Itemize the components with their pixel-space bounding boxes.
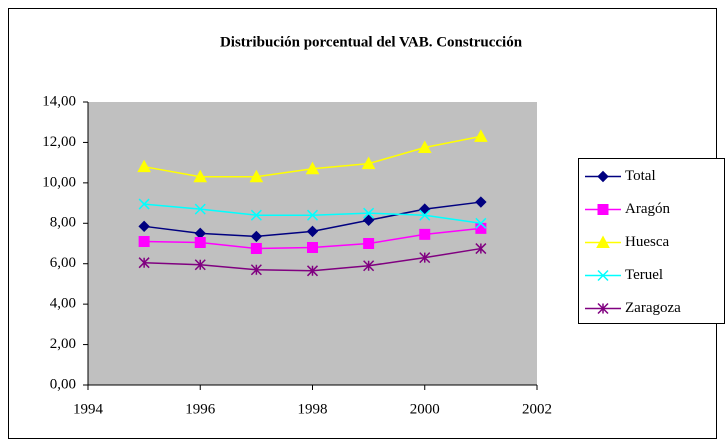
- y-tick-label: 6,00: [50, 255, 76, 271]
- y-tick-label: 4,00: [50, 296, 76, 312]
- legend-marker: [597, 170, 609, 183]
- data-point: [475, 222, 487, 234]
- data-point: [307, 242, 318, 254]
- data-point: [306, 225, 319, 238]
- data-point: [362, 214, 375, 226]
- x-tick-label: 1994: [73, 401, 104, 417]
- legend-marker: [597, 204, 609, 215]
- x-tick-label: 2000: [410, 401, 440, 417]
- legend-marker: [597, 302, 609, 315]
- data-point: [417, 140, 432, 153]
- data-point: [193, 169, 208, 183]
- data-point: [306, 265, 319, 277]
- y-tick-label: 2,00: [50, 336, 76, 352]
- data-point: [419, 228, 431, 240]
- x-tick-label: 1996: [185, 401, 216, 417]
- data-point: [194, 259, 206, 271]
- legend-label: Total: [625, 168, 656, 184]
- data-point: [194, 236, 206, 248]
- data-point: [363, 207, 375, 219]
- data-point: [363, 260, 375, 272]
- legend-label: Huesca: [625, 234, 669, 250]
- data-point: [250, 209, 262, 221]
- data-point: [249, 169, 264, 183]
- data-point: [419, 252, 431, 264]
- x-tick-label: 1998: [298, 401, 328, 417]
- x-tick-label: 2002: [522, 401, 552, 417]
- data-point: [194, 203, 206, 215]
- data-point: [137, 159, 151, 173]
- y-tick-label: 14,00: [42, 93, 76, 109]
- y-tick-label: 0,00: [50, 376, 76, 392]
- data-point: [475, 196, 487, 208]
- data-point: [138, 235, 150, 247]
- y-tick-label: 10,00: [42, 174, 76, 190]
- legend-label: Aragón: [625, 201, 670, 217]
- data-point: [419, 203, 431, 215]
- data-point: [361, 156, 376, 170]
- y-tick-label: 8,00: [50, 215, 76, 231]
- legend-marker: [596, 235, 610, 248]
- legend-label: Teruel: [625, 267, 663, 283]
- data-point: [138, 198, 150, 210]
- legend-label: Zaragoza: [625, 300, 681, 316]
- chart-title: Distribución porcentual del VAB. Constru…: [220, 34, 523, 50]
- data-point: [305, 161, 320, 175]
- legend-marker: [597, 269, 609, 282]
- data-point: [475, 217, 487, 229]
- data-point: [138, 257, 150, 269]
- data-point: [250, 243, 262, 255]
- data-point: [474, 129, 488, 142]
- y-tick-label: 12,00: [42, 134, 76, 150]
- data-point: [250, 230, 263, 243]
- data-point: [363, 238, 375, 249]
- data-point: [138, 220, 150, 233]
- data-point: [250, 264, 262, 276]
- data-point: [475, 243, 487, 255]
- data-point: [306, 209, 319, 221]
- data-point: [419, 209, 431, 221]
